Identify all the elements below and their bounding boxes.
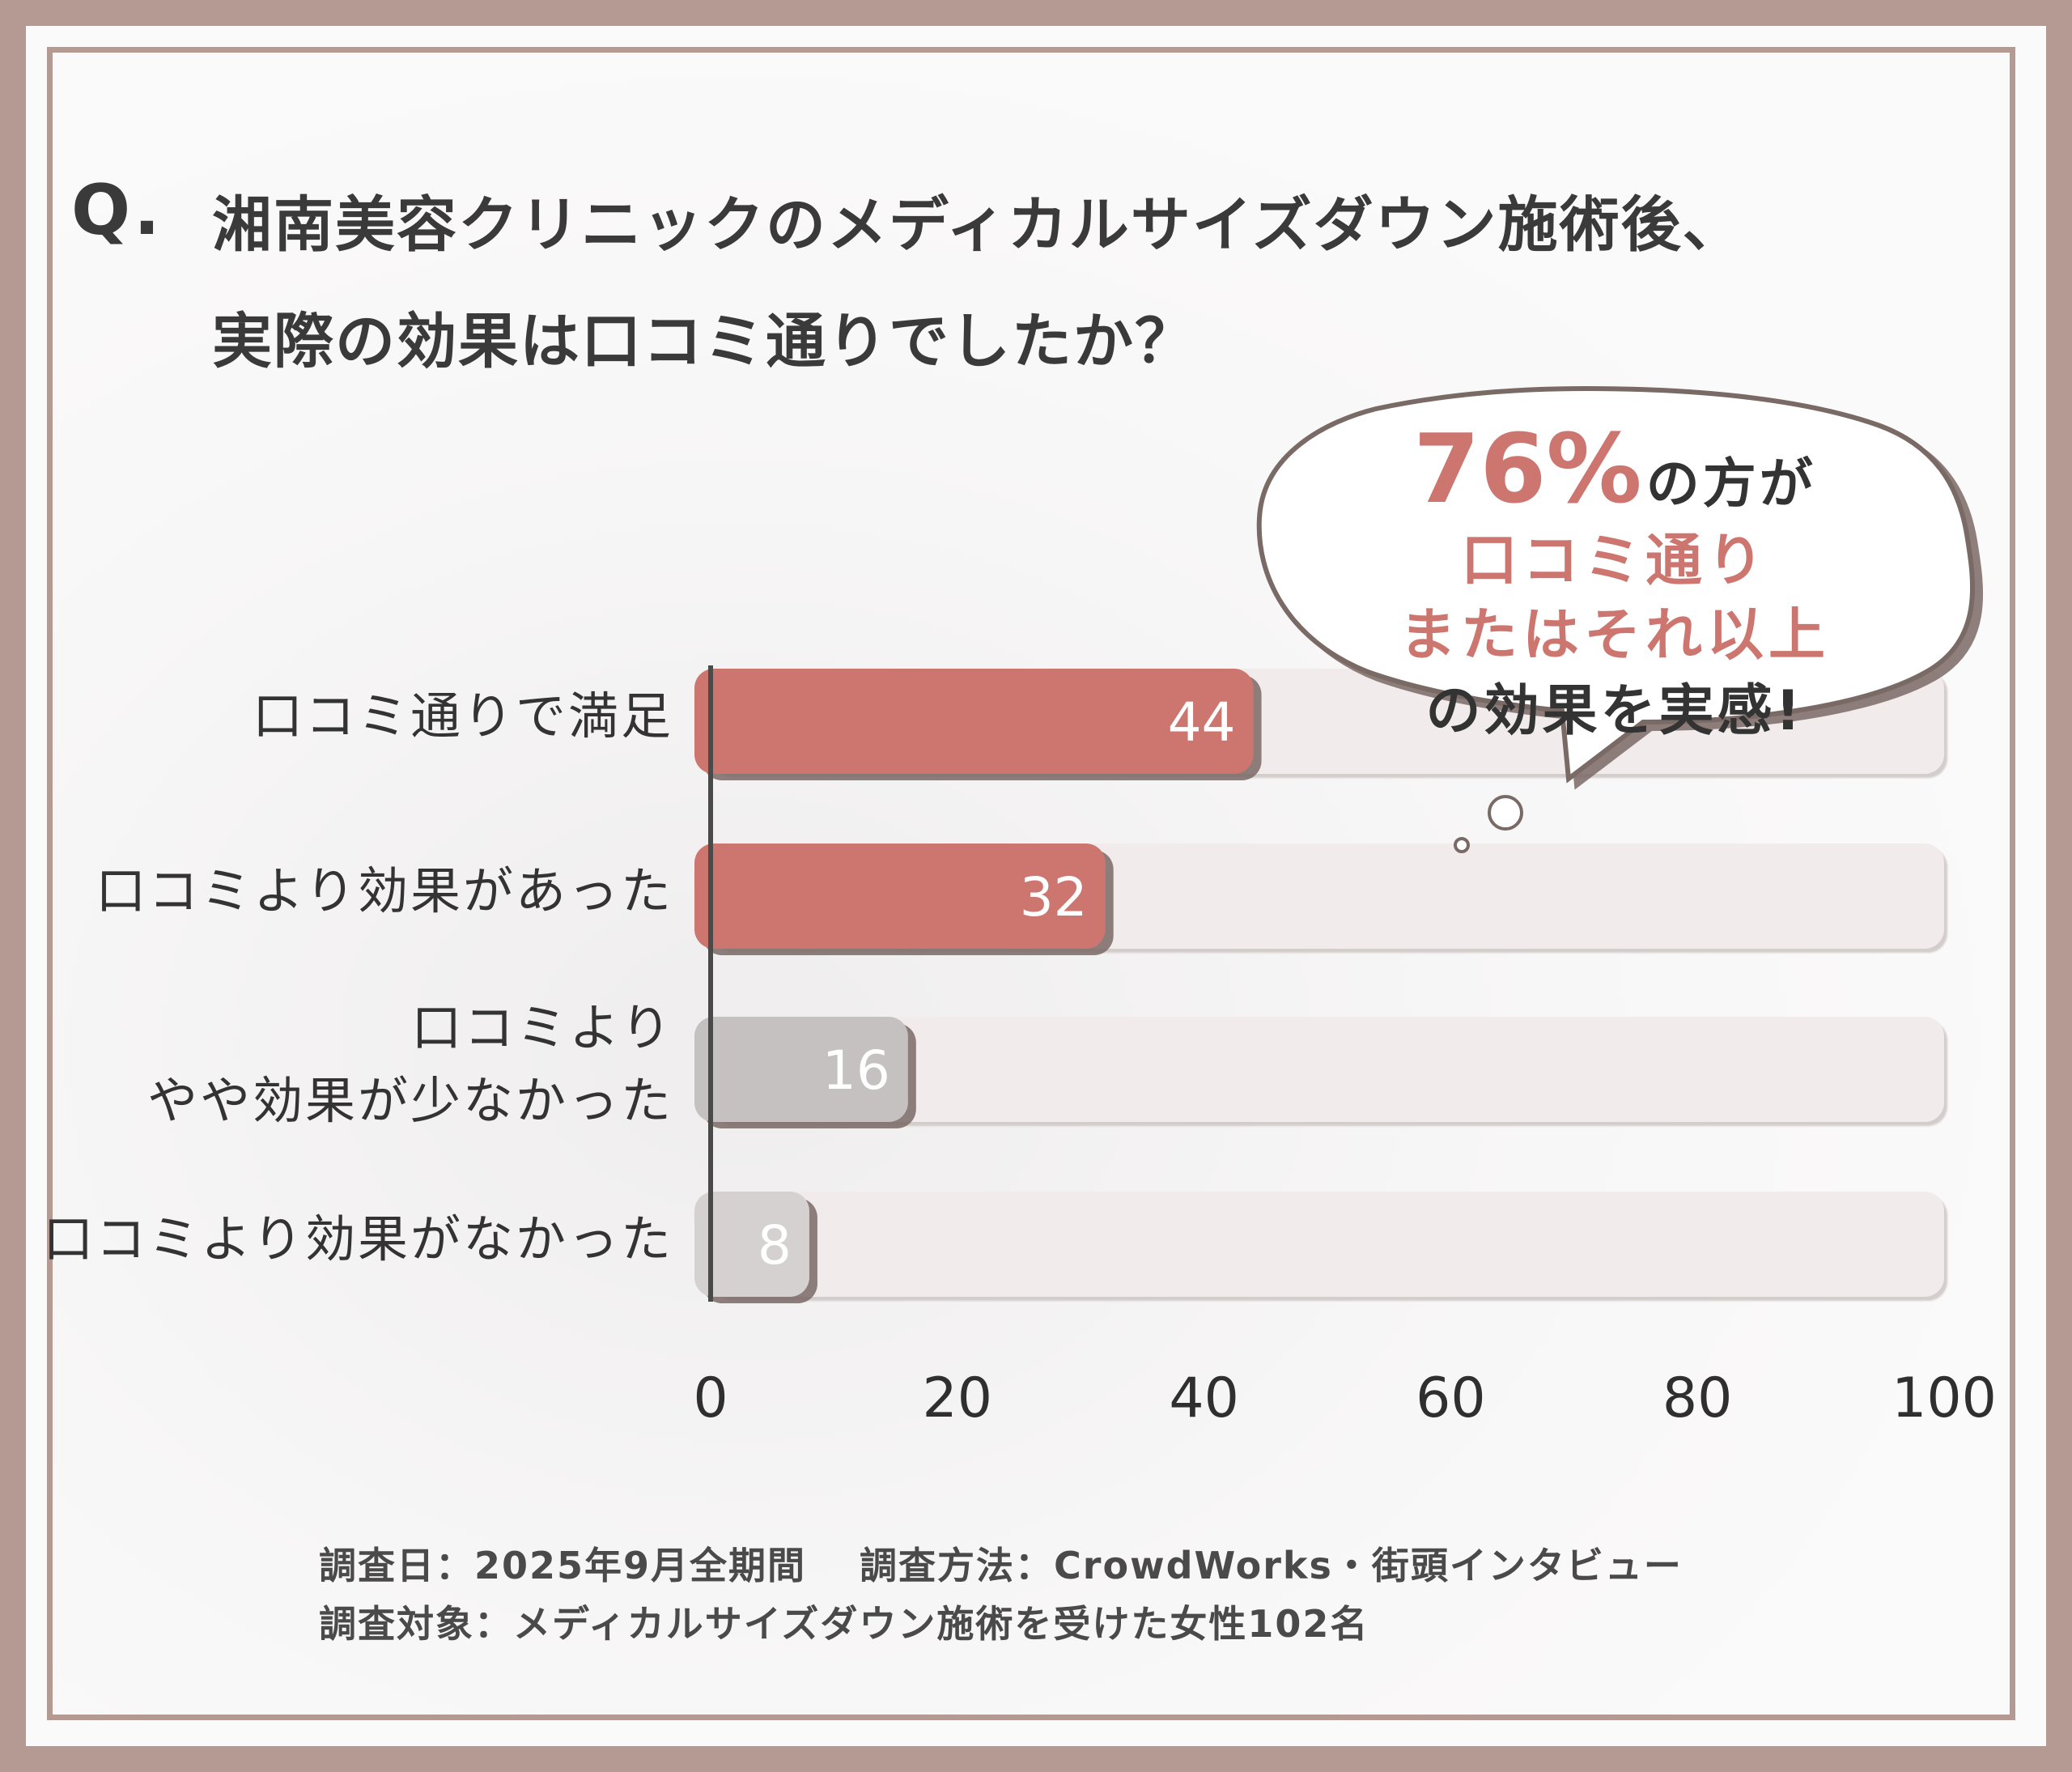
bar-value-label: 16	[822, 1039, 890, 1102]
bar-track	[711, 1017, 1944, 1122]
x-tick-label: 60	[1416, 1366, 1486, 1430]
question-title-line2: 実際の効果は口コミ通りでしたか？	[212, 307, 1196, 376]
callout-headline: 76% の方が	[1263, 413, 1967, 525]
bar-value-label: 44	[1168, 691, 1236, 754]
bar	[694, 844, 1106, 949]
x-tick-label: 80	[1662, 1366, 1733, 1430]
callout-bubble	[1256, 385, 1976, 853]
category-label: 口コミより やや効果が少なかった	[146, 998, 673, 1130]
callout-bubble-shape	[1256, 385, 1976, 784]
callout-suffix: の方が	[1645, 453, 1816, 515]
x-tick-label: 20	[923, 1366, 993, 1430]
bar	[694, 669, 1254, 774]
question-title-line1: 湘南美容クリニックのメディカルサイズダウン施術後、	[212, 190, 1744, 260]
x-tick-label: 40	[1169, 1366, 1239, 1430]
category-label: 口コミより効果があった	[96, 861, 673, 920]
bar-track	[711, 1192, 1944, 1297]
survey-info-line2: 調査対象：メディカルサイズダウン施術を受けた女性102名	[319, 1602, 1369, 1646]
bar	[694, 1192, 809, 1297]
category-label: 口コミより効果がなかった	[43, 1209, 673, 1268]
bar	[694, 1017, 908, 1122]
callout-line3: またはそれ以上	[1399, 601, 1830, 668]
callout-dot-large	[1488, 795, 1523, 831]
x-tick-label: 100	[1892, 1366, 1997, 1430]
bar-value-label: 32	[1020, 866, 1088, 928]
callout-percent: 76%	[1413, 413, 1642, 525]
callout-line4: の効果を実感!	[1425, 679, 1804, 743]
callout-line2: 口コミ通り	[1461, 527, 1768, 593]
survey-info-line1: 調査日：2025年9月全期間 調査方法：CrowdWorks・街頭インタビュー	[319, 1544, 1683, 1587]
category-label: 口コミ通りで満足	[252, 686, 673, 746]
question-label: Q.	[71, 170, 163, 251]
bar-value-label: 8	[758, 1214, 792, 1277]
callout-dot-small	[1454, 837, 1470, 853]
x-tick-label: 0	[693, 1366, 728, 1430]
